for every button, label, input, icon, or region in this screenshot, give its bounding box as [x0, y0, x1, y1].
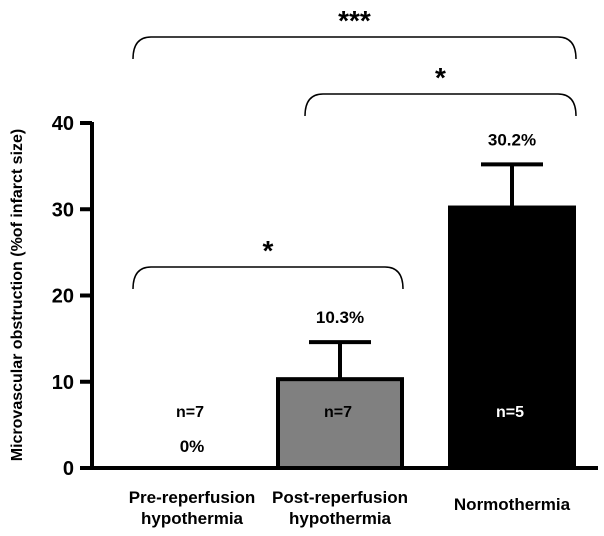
y-tick-label: 0 — [63, 458, 74, 480]
significance-label: *** — [338, 5, 371, 36]
y-axis: 0 10 20 30 40 — [52, 113, 94, 480]
x-tick-label: Normothermia — [454, 495, 571, 514]
y-axis-label: Microvascular obstruction (%of infarct s… — [9, 129, 26, 462]
y-tick-label: 30 — [52, 199, 74, 221]
significance-bracket — [132, 36, 577, 60]
n-label: n=5 — [496, 404, 524, 421]
x-tick-label: Post-reperfusion — [272, 488, 408, 507]
bar — [276, 377, 404, 471]
n-label: n=7 — [176, 404, 204, 421]
value-label: 30.2% — [488, 130, 536, 149]
x-tick-label: Pre-reperfusion — [129, 488, 256, 507]
x-tick-label: hypothermia — [141, 509, 244, 528]
significance-label: * — [263, 235, 274, 266]
significance-label: * — [435, 62, 446, 93]
y-tick-label: 20 — [52, 286, 74, 308]
value-label: 10.3% — [316, 308, 364, 327]
x-axis: Pre-reperfusion hypothermia Post-reperfusi… — [90, 466, 598, 528]
significance-bracket — [304, 93, 577, 117]
y-tick-label: 40 — [52, 113, 74, 135]
significance-bracket — [132, 266, 404, 290]
y-tick-label: 10 — [52, 372, 74, 394]
value-label: 0% — [180, 437, 205, 456]
x-tick-label: hypothermia — [289, 509, 392, 528]
n-label: n=7 — [324, 404, 352, 421]
bars: 0% n=7 10.3% n=7 30.2% n=5 — [176, 130, 576, 471]
bar — [448, 205, 576, 470]
significance-brackets: ***** — [132, 5, 577, 290]
